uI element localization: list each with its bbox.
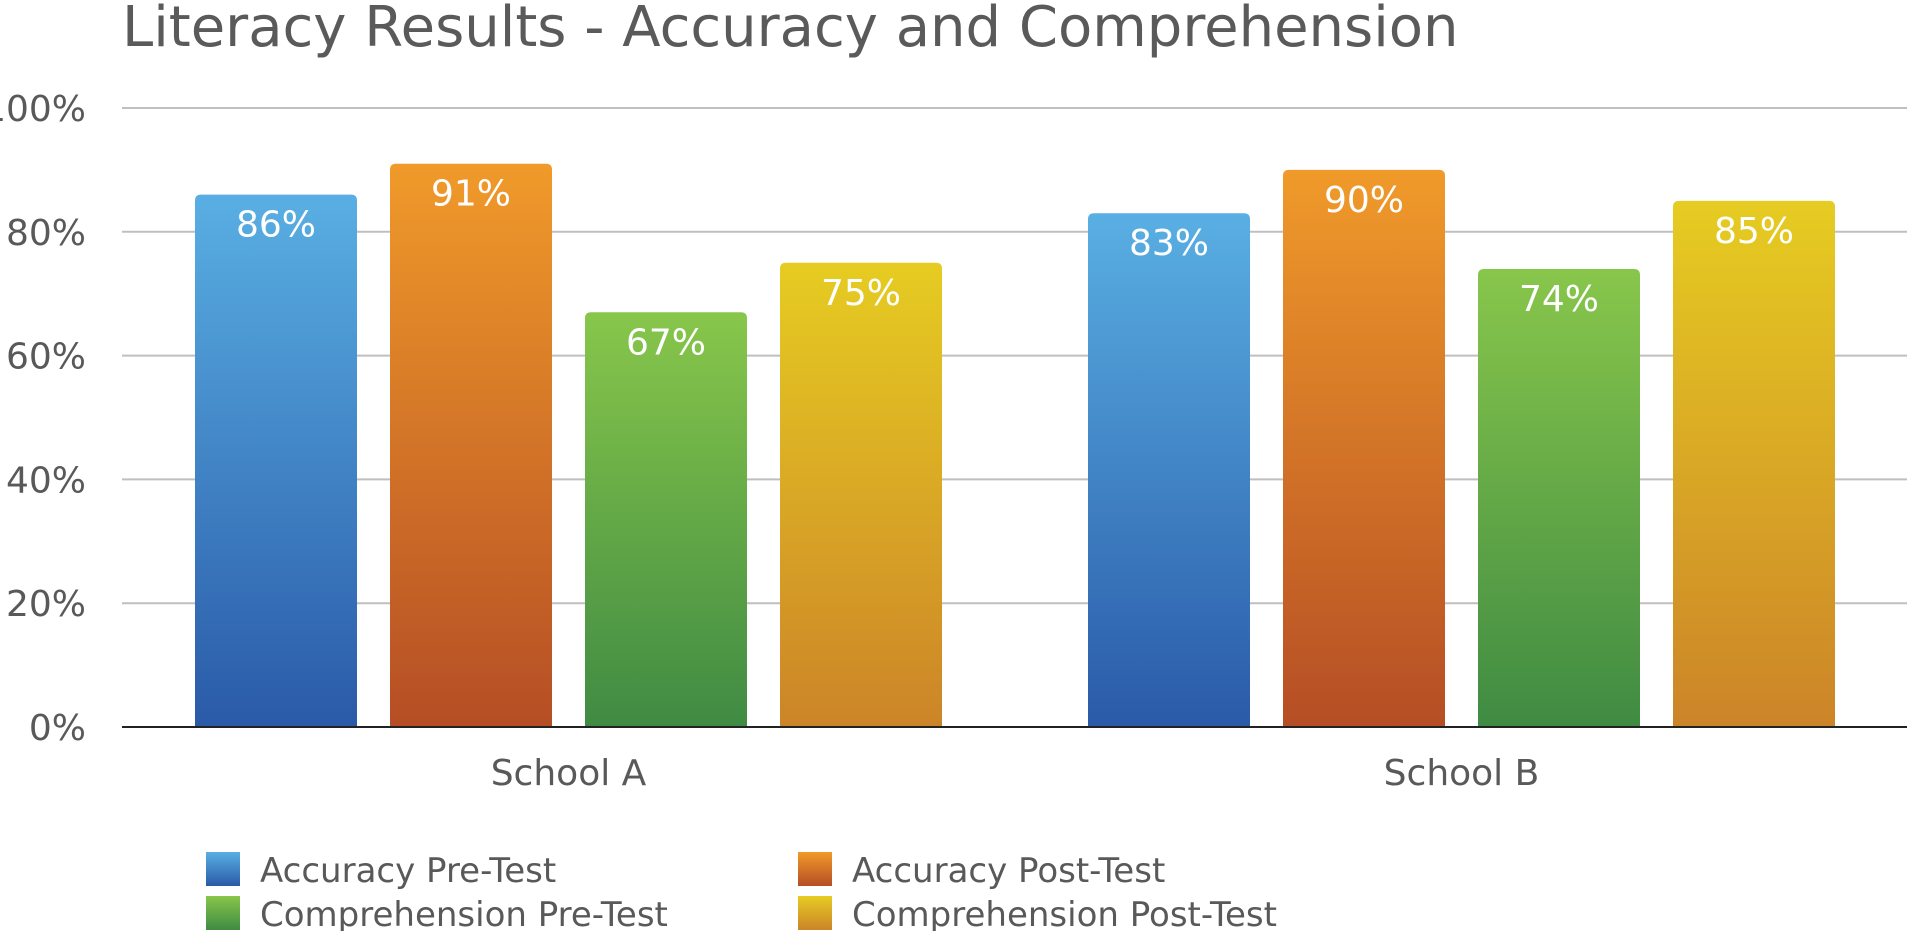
y-tick-label: 0%: [29, 708, 86, 749]
bars-group: 86% 91% 67% 75% 83% 90% 74% 85%: [195, 163, 1835, 728]
data-label: 85%: [1714, 211, 1794, 252]
legend-swatch: [206, 896, 240, 930]
legend: Accuracy Pre-Test Accuracy Post-Test Compr…: [206, 851, 1277, 931]
bar-accuracy-pre-test-school-b: [1088, 213, 1250, 728]
y-tick-label: 20%: [6, 584, 86, 625]
x-category-label: School A: [491, 753, 647, 794]
legend-item: Accuracy Pre-Test: [206, 851, 556, 891]
bar-accuracy-post-test-school-b: [1283, 169, 1445, 727]
legend-swatch: [798, 896, 832, 930]
data-label: 83%: [1129, 223, 1209, 264]
y-tick-label: 60%: [6, 337, 86, 378]
chart-title: Literacy Results - Accuracy and Comprehe…: [122, 0, 1459, 60]
legend-item: Accuracy Post-Test: [798, 851, 1165, 891]
data-label: 90%: [1324, 180, 1404, 221]
data-label: 91%: [431, 174, 511, 215]
legend-label: Comprehension Pre-Test: [260, 895, 668, 931]
data-label: 74%: [1519, 279, 1599, 320]
x-category-label: School B: [1384, 753, 1540, 794]
axes: 0% 20% 40% 60% 80% 100% School A School B: [0, 89, 1907, 794]
bar-comprehension-post-test-school-b: [1673, 200, 1835, 728]
legend-label: Accuracy Post-Test: [852, 851, 1165, 891]
y-tick-label: 100%: [0, 89, 86, 130]
legend-swatch: [798, 852, 832, 886]
legend-label: Accuracy Pre-Test: [260, 851, 556, 891]
bar-comprehension-pre-test-school-a: [585, 312, 747, 727]
legend-label: Comprehension Post-Test: [852, 895, 1277, 931]
y-tick-label: 80%: [6, 213, 86, 254]
y-tick-label: 40%: [6, 460, 86, 501]
legend-item: Comprehension Post-Test: [798, 895, 1277, 931]
data-label: 67%: [626, 322, 706, 363]
bar-comprehension-pre-test-school-b: [1478, 268, 1640, 727]
bar-comprehension-post-test-school-a: [780, 262, 942, 727]
bar-accuracy-post-test-school-a: [390, 163, 552, 727]
legend-swatch: [206, 852, 240, 886]
bar-accuracy-pre-test-school-a: [195, 194, 357, 727]
data-label: 86%: [236, 205, 316, 246]
legend-item: Comprehension Pre-Test: [206, 895, 668, 931]
data-label: 75%: [821, 273, 901, 314]
